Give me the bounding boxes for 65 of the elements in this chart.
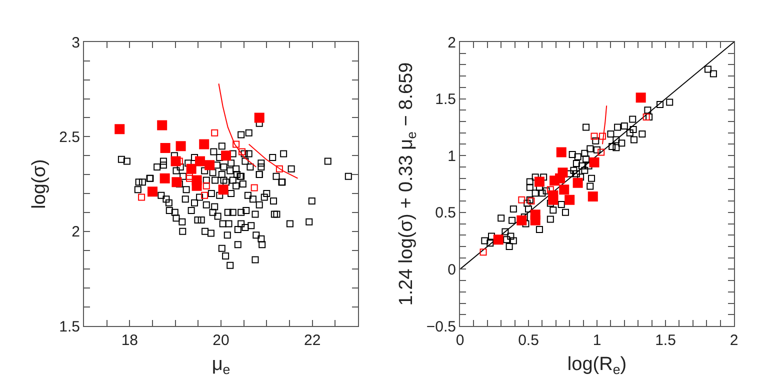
point: [201, 192, 208, 199]
y-tick-label: 2: [448, 34, 456, 52]
y-tick-label: 2: [72, 224, 80, 241]
point: [598, 132, 606, 140]
point: [530, 215, 540, 226]
point: [194, 156, 205, 166]
point: [518, 196, 526, 204]
x-tick-label: 0.5: [518, 332, 539, 349]
point: [480, 248, 487, 256]
point: [232, 140, 240, 148]
point: [157, 120, 168, 130]
y-tick-label: 1: [448, 148, 456, 165]
point: [221, 150, 232, 161]
y-tick-label: 3: [72, 34, 80, 52]
point: [204, 160, 215, 170]
point: [590, 132, 598, 140]
point: [170, 156, 181, 166]
point: [516, 215, 527, 226]
line-series: [248, 144, 298, 179]
y-tick-label: 1.5: [59, 318, 80, 336]
point: [254, 112, 264, 123]
point: [589, 157, 600, 168]
point: [564, 194, 575, 205]
point: [138, 194, 146, 201]
x-tick-label: 22: [304, 332, 321, 349]
point: [493, 234, 504, 245]
point: [642, 113, 650, 120]
point: [636, 92, 646, 103]
point: [202, 182, 210, 190]
point: [148, 186, 158, 197]
point: [211, 129, 218, 136]
point: [598, 148, 605, 156]
x-tick-label: 18: [121, 332, 138, 349]
x-tick-label: 1: [592, 332, 602, 349]
y-tick-label: 2.5: [59, 128, 80, 146]
point: [276, 165, 283, 172]
point: [218, 184, 228, 195]
x-axis-title: log(R$_{e}$): [567, 354, 627, 377]
point: [176, 141, 186, 152]
point: [250, 184, 258, 192]
point: [559, 184, 570, 195]
point: [534, 176, 544, 187]
y-tick-label: −0.5: [426, 318, 456, 336]
point: [160, 143, 170, 154]
point: [186, 164, 196, 174]
y-tick-label: 0: [448, 261, 456, 278]
point: [160, 173, 170, 184]
point: [192, 180, 202, 191]
point: [172, 177, 182, 188]
x-axis-title: μ$_{e}$: [212, 354, 230, 377]
point: [572, 178, 583, 188]
point: [546, 186, 554, 194]
y-tick-label: 1.5: [435, 91, 456, 108]
x-tick-label: 2: [730, 332, 738, 349]
y-tick-label: 0.5: [435, 204, 456, 222]
point: [548, 194, 558, 205]
x-tick-label: 1.5: [655, 332, 676, 349]
point: [114, 124, 125, 134]
point: [199, 139, 210, 150]
point: [556, 147, 566, 158]
point: [588, 192, 598, 202]
point: [555, 173, 566, 184]
line-series: [218, 83, 257, 168]
y-axis-title: log(σ): [28, 159, 50, 209]
x-tick-label: 20: [212, 332, 230, 349]
